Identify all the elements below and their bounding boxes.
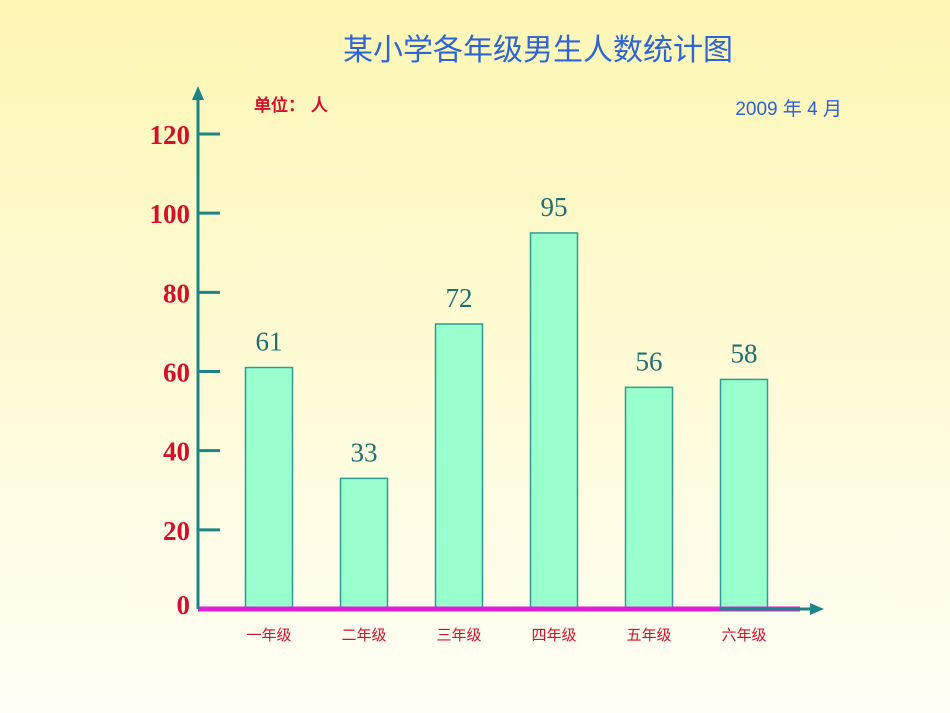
y-tick-label-20: 20 (163, 516, 190, 546)
bar-2 (339, 477, 389, 610)
data-labels-group: 61 33 72 95 56 58 (256, 192, 758, 467)
y-tick-label-40: 40 (163, 437, 190, 467)
bar-4 (529, 232, 579, 610)
data-label-1: 61 (256, 327, 283, 357)
x-tick-label-1: 一年级 (246, 626, 291, 644)
y-tick-label-80: 80 (163, 278, 190, 308)
date-label: 2009 年 4 月 (735, 98, 842, 120)
x-tick-label-2: 二年级 (341, 626, 386, 644)
data-label-6: 58 (731, 338, 758, 368)
y-tick-label-60: 60 (163, 358, 190, 388)
data-label-4: 95 (541, 192, 568, 222)
y-ticks-group: 0 20 40 60 80 100 120 (150, 120, 220, 620)
y-axis-arrow (192, 86, 204, 100)
x-ticks-group: 一年级 二年级 三年级 四年级 五年级 六年级 (246, 626, 766, 644)
axes-group (192, 86, 824, 615)
bars-group (244, 232, 769, 610)
unit-label: 单位： 人 (254, 95, 329, 116)
x-tick-label-3: 三年级 (436, 626, 481, 644)
data-label-3: 72 (446, 283, 473, 313)
x-axis-arrow (810, 603, 824, 615)
chart-title: 某小学各年级男生人数统计图 (343, 33, 733, 68)
y-tick-label-120: 120 (150, 120, 191, 150)
x-tick-label-4: 四年级 (531, 626, 576, 644)
bar-3 (434, 323, 484, 610)
bar-6 (719, 378, 769, 610)
bar-1 (244, 366, 294, 610)
data-label-5: 56 (636, 346, 663, 376)
y-tick-label-0: 0 (177, 590, 191, 620)
x-tick-label-5: 五年级 (626, 626, 671, 644)
x-tick-label-6: 六年级 (721, 626, 766, 644)
data-label-2: 33 (351, 437, 378, 467)
y-tick-label-100: 100 (150, 199, 191, 229)
bar-5 (624, 386, 674, 610)
